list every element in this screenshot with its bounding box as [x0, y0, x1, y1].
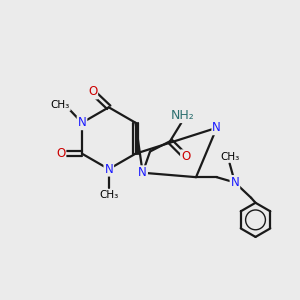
Text: O: O — [88, 85, 97, 98]
Text: N: N — [138, 166, 147, 179]
Text: O: O — [56, 147, 65, 160]
Text: CH₃: CH₃ — [51, 100, 70, 110]
Text: NH₂: NH₂ — [171, 109, 195, 122]
Text: N: N — [230, 176, 239, 189]
Text: O: O — [181, 150, 190, 163]
Text: N: N — [104, 163, 113, 176]
Text: CH₃: CH₃ — [99, 190, 119, 200]
Text: CH₃: CH₃ — [220, 152, 239, 162]
Text: N: N — [212, 121, 221, 134]
Text: N: N — [78, 116, 86, 129]
